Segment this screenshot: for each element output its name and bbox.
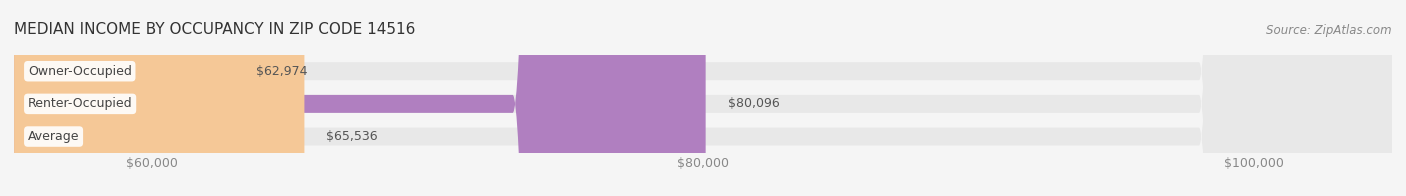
FancyBboxPatch shape xyxy=(14,0,1392,196)
FancyBboxPatch shape xyxy=(14,0,233,196)
FancyBboxPatch shape xyxy=(14,0,706,196)
Text: Source: ZipAtlas.com: Source: ZipAtlas.com xyxy=(1267,24,1392,37)
Text: Owner-Occupied: Owner-Occupied xyxy=(28,65,132,78)
FancyBboxPatch shape xyxy=(14,0,1392,196)
Text: Renter-Occupied: Renter-Occupied xyxy=(28,97,132,110)
Text: $65,536: $65,536 xyxy=(326,130,378,143)
FancyBboxPatch shape xyxy=(14,0,305,196)
Text: $80,096: $80,096 xyxy=(728,97,779,110)
Text: MEDIAN INCOME BY OCCUPANCY IN ZIP CODE 14516: MEDIAN INCOME BY OCCUPANCY IN ZIP CODE 1… xyxy=(14,22,415,37)
FancyBboxPatch shape xyxy=(14,0,1392,196)
Text: Average: Average xyxy=(28,130,79,143)
Text: $62,974: $62,974 xyxy=(256,65,308,78)
